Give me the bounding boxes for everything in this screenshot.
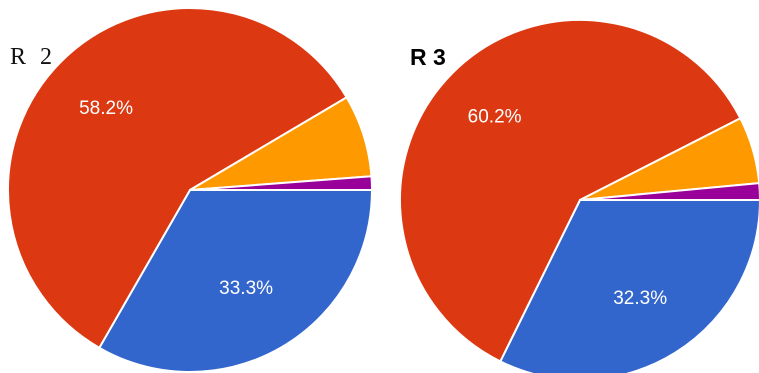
pie-chart-r3: 32.3% 60.2% xyxy=(399,19,759,373)
pie-slice-purple xyxy=(579,182,759,201)
pie-chart-r2: 33.3% 58.2% xyxy=(7,7,373,373)
slice-label-red: 58.2% xyxy=(79,98,133,119)
slice-label-blue: 32.3% xyxy=(613,288,667,309)
pie-slice-red xyxy=(399,19,742,363)
chart-title-r2: R 2 xyxy=(10,44,56,70)
pie-slice-red xyxy=(7,7,348,349)
pie-slice-blue xyxy=(499,199,759,373)
pie-slice-blue xyxy=(98,189,373,373)
chart-title-r3: R 3 xyxy=(410,44,446,70)
slice-label-red: 60.2% xyxy=(468,107,522,128)
slice-label-blue: 33.3% xyxy=(219,278,273,299)
pie-slice-orange xyxy=(579,117,759,201)
pie-slice-purple xyxy=(189,175,373,191)
